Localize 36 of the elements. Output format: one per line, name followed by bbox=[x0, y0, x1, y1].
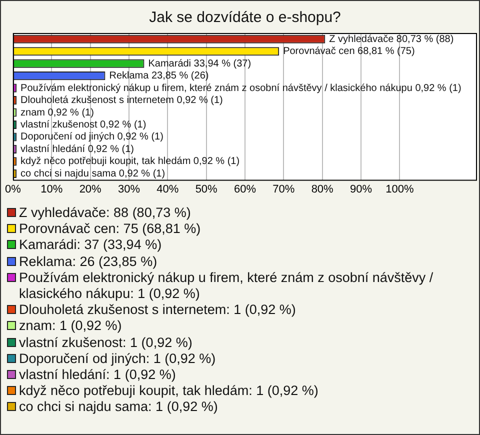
x-tick-label: 0% bbox=[5, 183, 22, 196]
data-label: když něco potřebuji koupit, tak hledám 0,92 % (1) bbox=[20, 156, 240, 168]
data-label: Používám elektronický nákup u firem, které znám z osobní návštěvy / klasického nákupu 0,92 % (1) bbox=[20, 82, 462, 94]
x-tick-label: 30% bbox=[118, 183, 140, 196]
x-tick-label: 70% bbox=[272, 183, 295, 196]
x-tick-label: 90% bbox=[350, 183, 372, 196]
data-label: vlastní zkušenost 0,92 % (1) bbox=[20, 120, 146, 130]
text: vlastní hledání: 1 (0,92 %) bbox=[19, 367, 176, 384]
text: Reklama: 26 (23,85 %) bbox=[19, 254, 158, 270]
x-tick-label: 80% bbox=[311, 183, 334, 196]
data-label: znam 0,92 % (1) bbox=[20, 107, 94, 118]
x-tick-label: 50% bbox=[195, 183, 218, 196]
x-tick-label: 60% bbox=[234, 183, 256, 196]
text: co chci si najdu sama: 1 (0,92 %) bbox=[19, 399, 218, 416]
x-tick-label: 20% bbox=[79, 183, 102, 196]
text: když něco potřebuji koupit, tak hledám: 1 (0,92 %) bbox=[19, 383, 318, 400]
data-label: co chci si najdu sama 0,92 % (1) bbox=[20, 168, 166, 180]
text: Z vyhledávače: 88 (80,73 %) bbox=[19, 205, 191, 222]
data-label: Kamarádi 33,94 % (37) bbox=[148, 58, 252, 70]
text: vlastní zkušenost: 1 (0,92 %) bbox=[19, 334, 192, 351]
data-label: Porovnávač cen 68,81 % (75) bbox=[283, 46, 415, 58]
data-label: Doporučení od jiných 0,92 % (1) bbox=[20, 132, 164, 143]
text: Porovnávač cen: 75 (68,81 %) bbox=[19, 221, 201, 238]
chart-title: Jak se dozvídáte o e-shopu? bbox=[149, 9, 341, 26]
text: Kamarádi: 37 (33,94 %) bbox=[19, 237, 162, 254]
text: Dlouholetá zkušenost s internetem: 1 (0,92 %) bbox=[19, 302, 296, 318]
data-label: vlastní hledání 0,92 % (1) bbox=[20, 144, 134, 155]
x-tick-label: 40% bbox=[156, 183, 179, 196]
x-tick-label: 10% bbox=[40, 183, 63, 196]
text: Doporučení od jiných: 1 (0,92 %) bbox=[19, 350, 216, 368]
text: Používám elektronický nákup u firem, které znám z osobní návštěvy / klasického nákupu: 1 (0,92 %) bbox=[19, 270, 434, 302]
data-label: Z vyhledávače 80,73 % (88) bbox=[329, 34, 454, 45]
data-label: Reklama 23,85 % (26) bbox=[109, 70, 209, 82]
data-label: Dlouholetá zkušenost s internetem 0,92 % (1) bbox=[20, 95, 223, 106]
text: znam: 1 (0,92 %) bbox=[19, 318, 122, 335]
x-tick-label: 100% bbox=[386, 183, 414, 196]
